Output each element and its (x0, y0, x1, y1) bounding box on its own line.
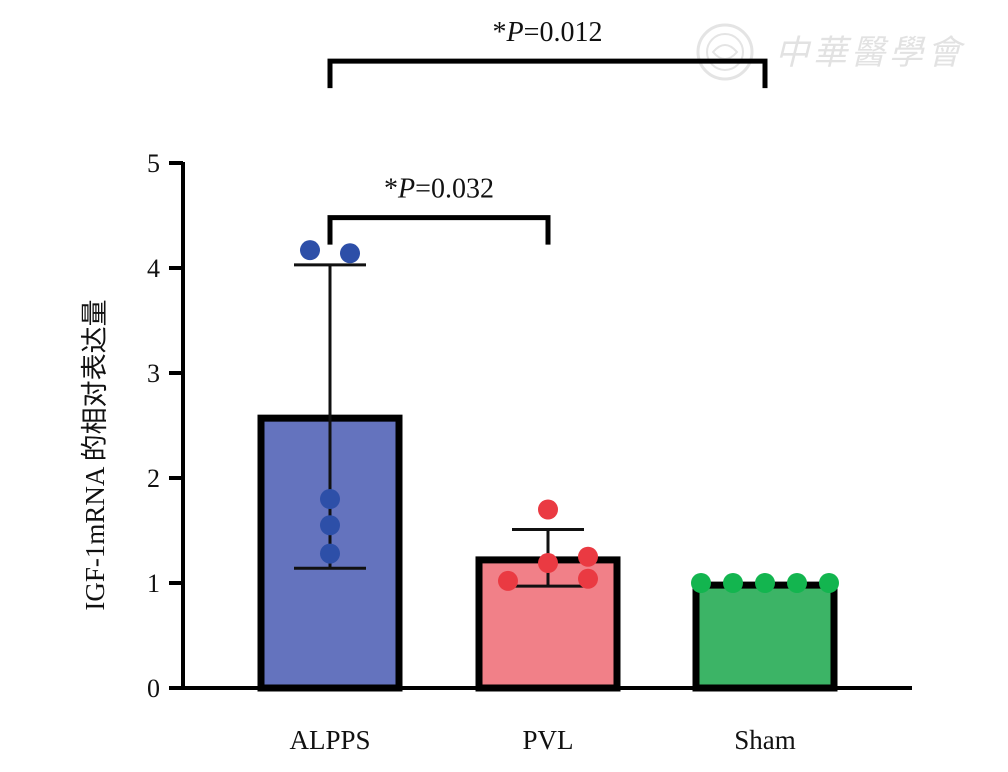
data-point-pvl-5 (498, 570, 518, 591)
y-tick-label-2: 2 (147, 464, 160, 493)
data-point-alpps-1 (300, 240, 320, 261)
data-point-alpps-3 (320, 489, 340, 509)
p-value-star: * (384, 174, 398, 205)
p-value-number: =0.012 (524, 17, 603, 48)
y-tick-label-0: 0 (147, 674, 160, 703)
bar-sham (692, 581, 838, 692)
p-value-number: =0.032 (415, 174, 494, 205)
p-value-label: *P=0.032 (384, 174, 494, 205)
seal-icon (696, 23, 754, 81)
category-label-sham: Sham (734, 725, 796, 755)
data-point-pvl-3 (538, 553, 558, 574)
bracket-line (327, 58, 768, 89)
p-value-symbol: P (397, 174, 415, 205)
data-points (300, 240, 839, 593)
y-tick-label-1: 1 (147, 569, 160, 598)
p-value-star: * (493, 17, 507, 48)
data-point-alpps-4 (320, 515, 340, 536)
p-value-label: *P=0.012 (493, 17, 603, 48)
y-tick-label-4: 4 (147, 254, 160, 283)
data-point-sham-1 (691, 573, 711, 593)
y-tick-label-3: 3 (147, 359, 160, 388)
data-point-sham-5 (819, 573, 839, 593)
watermark-text: 中華醫學會 (775, 33, 966, 73)
data-point-pvl-1 (538, 499, 558, 520)
p-value-symbol: P (506, 17, 524, 48)
category-label-pvl: PVL (522, 725, 573, 755)
data-point-sham-3 (755, 573, 775, 593)
data-point-alpps-5 (320, 543, 340, 564)
significance-brackets: *P=0.032*P=0.012 (327, 17, 768, 245)
bracket-line (327, 215, 551, 245)
data-point-alpps-2 (340, 243, 360, 264)
watermark: 中華醫學會 (696, 23, 966, 81)
data-point-pvl-4 (578, 568, 598, 589)
y-axis-label: IGF-1mRNA 的相对表达量 (80, 299, 110, 610)
category-label-alpps: ALPPS (289, 725, 370, 755)
significance-bracket-2: *P=0.012 (327, 17, 768, 89)
data-point-sham-4 (787, 573, 807, 593)
data-point-pvl-2 (578, 546, 598, 567)
data-point-sham-2 (723, 573, 743, 593)
significance-bracket-1: *P=0.032 (327, 174, 551, 245)
y-tick-label-5: 5 (147, 149, 160, 178)
